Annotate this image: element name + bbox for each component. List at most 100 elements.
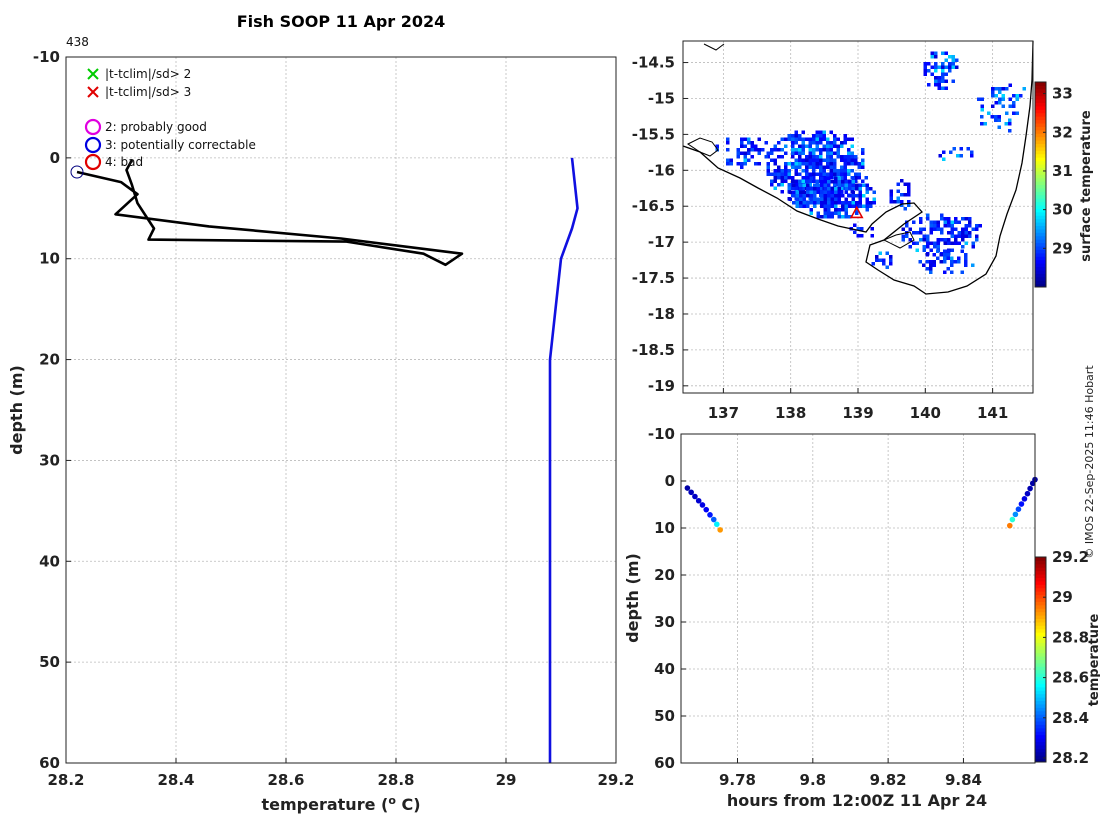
sst-pixel	[857, 162, 861, 166]
sst-pixel	[912, 241, 916, 245]
sst-pixel	[805, 137, 809, 141]
sst-pixel	[957, 260, 961, 264]
colorbar-tick-label: 31	[1052, 162, 1073, 180]
sst-pixel	[823, 180, 827, 184]
sst-pixel	[808, 158, 812, 162]
sst-pixel	[827, 197, 831, 201]
sst-pixel	[961, 227, 965, 231]
sst-pixel	[812, 155, 816, 159]
colorbar-segment	[1035, 88, 1046, 93]
colorbar-segment	[1035, 567, 1046, 572]
sst-pixel	[929, 260, 933, 264]
colorbar-segment	[1035, 123, 1046, 127]
colorbar-tick-label: 29	[1052, 239, 1073, 257]
sst-pixel	[802, 194, 806, 198]
sst-pixel	[900, 193, 904, 197]
sst-pixel	[819, 155, 823, 159]
sst-pixel	[798, 155, 802, 159]
sst-pixel	[946, 249, 950, 253]
credit-text: © IMOS 22-Sep-2025 11:46 Hobart	[1083, 365, 1096, 559]
map-coastline	[682, 40, 1034, 295]
sst-pixel	[847, 172, 851, 176]
sst-pixel	[792, 190, 796, 194]
sst-pixel	[964, 231, 968, 235]
colorbar-segment	[1035, 160, 1046, 165]
sst-pixel	[836, 144, 840, 148]
sst-pixel	[970, 150, 974, 154]
sst-pixel	[851, 194, 855, 198]
sst-pixel	[770, 183, 774, 187]
sst-pixel	[833, 141, 837, 145]
sst-pixel	[923, 72, 927, 76]
colorbar-segment	[1035, 225, 1046, 230]
sst-pixel	[784, 179, 788, 183]
sst-pixel	[823, 183, 827, 187]
sst-pixel	[820, 180, 824, 184]
sst-pixel	[847, 155, 851, 159]
time-data-point	[695, 497, 702, 504]
sst-pixel	[791, 186, 795, 190]
colorbar-segment	[1035, 198, 1046, 203]
sst-pixel	[940, 231, 944, 235]
sst-pixel	[844, 183, 848, 187]
sst-pixel	[964, 224, 968, 228]
sst-pixel	[812, 176, 816, 180]
sst-pixel	[819, 137, 823, 141]
sst-pixel	[827, 208, 831, 212]
colorbar-segment	[1035, 693, 1046, 698]
sst-pixel	[829, 169, 833, 173]
colorbar-segment	[1035, 92, 1046, 97]
sst-pixel	[834, 176, 838, 180]
x-tick-label: 28.8	[377, 771, 414, 789]
sst-pixel	[936, 241, 940, 245]
sst-pixel	[946, 253, 950, 257]
sst-pixel	[833, 162, 837, 166]
sst-pixel	[766, 172, 770, 176]
sst-pixel	[736, 155, 740, 159]
colorbar-segment	[1035, 181, 1046, 185]
sst-pixel	[743, 162, 747, 166]
map-y-tick-label: -15.5	[632, 125, 675, 143]
sst-pixel	[955, 58, 959, 62]
legend-label: 2: probably good	[105, 120, 207, 134]
sst-pixel	[907, 182, 911, 186]
sst-pixel	[791, 151, 795, 155]
sst-pixel	[833, 134, 837, 138]
sst-pixel	[925, 267, 929, 271]
sst-pixel	[843, 155, 847, 159]
colorbar-segment	[1035, 211, 1046, 216]
sst-pixel	[757, 162, 761, 166]
sst-pixel	[770, 179, 774, 183]
sst-pixel	[858, 187, 862, 191]
sst-pixel	[950, 248, 954, 252]
sst-pixel	[801, 169, 805, 173]
sst-pixel	[840, 155, 844, 159]
sst-pixel	[801, 186, 805, 190]
sst-pixel	[991, 94, 995, 98]
sst-pixel	[1012, 111, 1016, 115]
sst-pixel	[971, 227, 975, 231]
sst-pixel	[964, 241, 968, 245]
sst-pixel	[840, 165, 844, 169]
sst-pixel	[812, 162, 816, 166]
sst-pixel	[850, 186, 854, 190]
sst-pixel	[805, 176, 809, 180]
time-data-point	[703, 506, 710, 513]
profile-point-marker	[70, 165, 84, 179]
profile-lines	[76, 157, 579, 763]
sst-pixel	[830, 197, 834, 201]
sst-pixel	[805, 158, 809, 162]
sst-pixel	[970, 154, 974, 158]
colorbar-segment	[1035, 266, 1046, 271]
sst-pixel	[889, 200, 893, 204]
sst-pixel	[841, 208, 845, 212]
sst-pixel	[808, 141, 812, 145]
sst-pixel	[844, 204, 848, 208]
sst-pixel	[805, 172, 809, 176]
sst-pixel	[941, 86, 945, 90]
sst-pixel	[766, 169, 770, 173]
sst-pixel	[980, 97, 984, 101]
colorbar-segment	[1035, 604, 1046, 609]
sst-pixel	[878, 251, 882, 255]
time-data-point	[707, 512, 713, 518]
